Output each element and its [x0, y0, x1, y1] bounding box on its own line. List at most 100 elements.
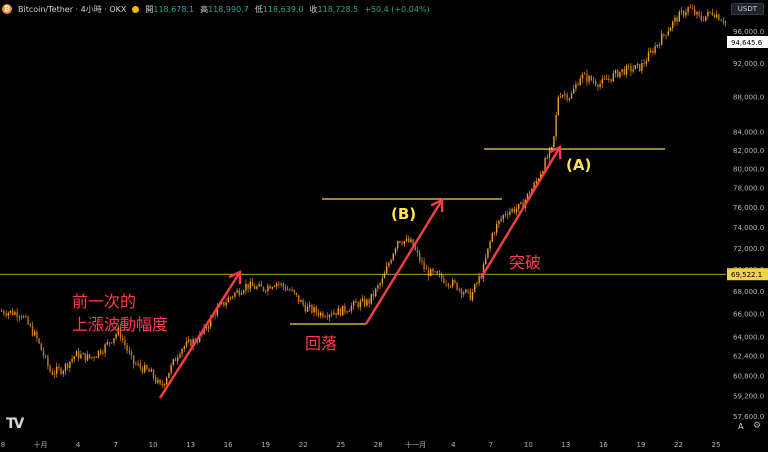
candle-body [370, 293, 372, 304]
candle-body [482, 264, 485, 278]
gear-icon[interactable]: ⚙ [753, 421, 762, 431]
candle-body [27, 316, 29, 325]
x-tick-label: 4 [451, 441, 456, 449]
candle-body [403, 240, 405, 245]
candle-body [192, 339, 194, 347]
candle-body [597, 85, 599, 88]
candle-body [612, 73, 614, 82]
candle-body [623, 69, 625, 75]
candle-body [199, 334, 201, 342]
y-axis[interactable]: 57,600.0 59,200.0 60,800.0 62,400.0 64,000.0… [733, 28, 764, 421]
candle-body [603, 78, 606, 80]
candle-body [311, 305, 313, 313]
candle-body [280, 283, 282, 285]
candle-body [113, 338, 115, 343]
candle-body [449, 286, 452, 287]
candle-body [58, 366, 60, 369]
candle-body [16, 312, 18, 318]
candle-body [625, 65, 628, 75]
candle-body [694, 8, 696, 15]
candle-body [350, 305, 353, 311]
x-axis[interactable]: 8 十月 4 7 10 13 16 19 22 25 28 十一月 4 7 10 13 16 19 22 25 [1, 440, 721, 449]
candle-body [53, 373, 56, 375]
candle-body [122, 338, 124, 340]
candle-body [247, 283, 249, 289]
arrow-previous-rise [158, 271, 242, 399]
candle-body [379, 283, 381, 286]
candle-body [507, 214, 509, 216]
candle-body [119, 327, 122, 339]
candle-body [707, 11, 709, 17]
candle-body [177, 357, 179, 361]
candle-body [73, 356, 75, 359]
candle-body [388, 263, 390, 267]
candle-body [702, 20, 705, 21]
annotation-5: (A) [566, 156, 591, 174]
candle-body [544, 157, 546, 172]
candle-body [293, 289, 295, 293]
candle-body [163, 383, 166, 386]
x-tick-label: 19 [261, 441, 270, 449]
candle-body [410, 239, 412, 243]
candle-body [500, 219, 502, 221]
y-tick-label: 74,000.0 [733, 224, 764, 232]
candle-body [29, 324, 31, 326]
candle-body [469, 290, 471, 301]
candle-body [75, 351, 78, 357]
close-label: 收 [309, 4, 318, 14]
candle-body [157, 379, 159, 383]
auto-scale-button[interactable]: A [738, 422, 744, 431]
candle-body [427, 269, 430, 277]
candle-body [377, 285, 379, 289]
candle-body [463, 292, 465, 295]
candle-body [168, 372, 170, 379]
y-tick-label: 68,000.0 [733, 288, 764, 296]
tradingview-logo[interactable]: TV [6, 416, 24, 432]
candle-body [408, 238, 410, 243]
candle-body [130, 352, 133, 356]
candle-body [183, 346, 185, 350]
candle-body [423, 261, 425, 270]
candle-body [546, 157, 548, 159]
y-tick-label: 59,200.0 [733, 392, 764, 400]
candle-body [667, 31, 669, 36]
candle-body [49, 365, 51, 372]
candle-body [581, 74, 584, 79]
candle-body [166, 378, 168, 384]
candle-body [214, 314, 216, 316]
candle-body [434, 271, 436, 273]
symbol-title[interactable]: Bitcoin/Tether · 4小時 · OKX [18, 4, 127, 14]
candle-body [223, 301, 225, 306]
open-value: 118,678.1 [153, 4, 195, 14]
candle-body [256, 286, 258, 289]
high-label: 高 [200, 4, 209, 14]
candle-body [225, 302, 227, 306]
candle-body [592, 80, 595, 82]
candle-body [106, 342, 108, 345]
candle-body [300, 300, 302, 302]
x-tick-label: 10 [149, 441, 158, 449]
arrow-b-projection [364, 199, 444, 325]
candle-body [67, 363, 69, 368]
candle-body [337, 308, 339, 315]
candle-body [348, 310, 350, 312]
currency-button[interactable]: USDT [730, 3, 764, 15]
candle-body [476, 283, 478, 285]
candle-body [258, 283, 260, 287]
candle-body [135, 364, 137, 365]
candle-body [317, 312, 320, 316]
candle-body [265, 290, 267, 292]
candle-body [445, 283, 447, 284]
candle-body [326, 316, 328, 318]
candle-body [416, 250, 419, 253]
candle-body [537, 178, 540, 181]
candle-body [680, 10, 683, 12]
candle-body [636, 63, 639, 66]
candle-body [205, 326, 207, 329]
candle-body [685, 12, 687, 16]
candle-body [570, 93, 573, 99]
price-tag-level-bg [727, 268, 768, 281]
candle-body [372, 293, 375, 297]
candle-body [619, 71, 621, 78]
